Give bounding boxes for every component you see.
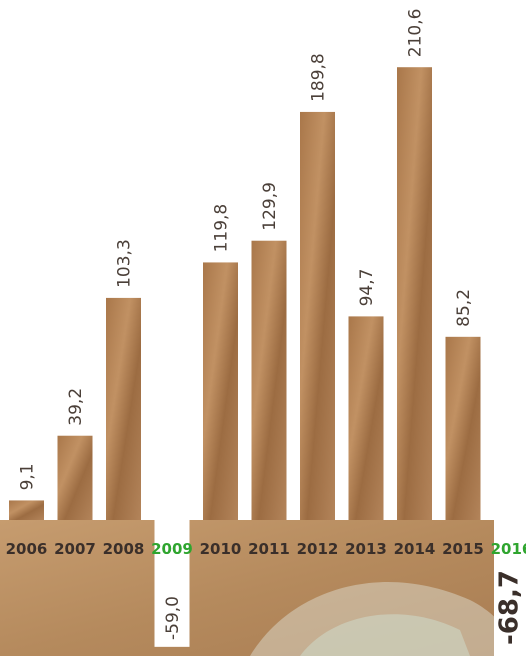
bar-2007 — [57, 435, 93, 520]
bar-2009 — [154, 520, 190, 647]
value-label-2010: 119,8 — [212, 204, 232, 253]
bar-2012 — [300, 111, 335, 521]
year-label-2016: 2016 — [491, 540, 526, 558]
bar-2010 — [203, 262, 238, 520]
year-label-2013: 2013 — [345, 540, 387, 558]
panel-swirl-2 — [300, 614, 470, 656]
year-label-2012: 2012 — [297, 540, 339, 558]
year-label-2014: 2014 — [394, 540, 436, 558]
bar-2006 — [9, 500, 44, 520]
value-label-2015: 85,2 — [454, 289, 474, 327]
year-label-2008: 2008 — [103, 540, 145, 558]
value-label-2007: 39,2 — [66, 388, 86, 426]
year-label-2009: 2009 — [151, 540, 193, 558]
bar-2011 — [251, 240, 287, 520]
year-label-2007: 2007 — [54, 540, 96, 558]
value-label-2012: 189,8 — [309, 53, 329, 102]
bar-2014 — [397, 67, 432, 521]
value-label-2014: 210,6 — [406, 9, 426, 58]
value-label-2016: -68,7 — [495, 570, 525, 645]
value-label-2009: -59,0 — [163, 596, 183, 640]
year-label-2010: 2010 — [200, 540, 242, 558]
value-label-2008: 103,3 — [115, 239, 135, 288]
year-label-2006: 2006 — [6, 540, 48, 558]
year-label-2015: 2015 — [442, 540, 484, 558]
value-label-2013: 94,7 — [357, 269, 377, 307]
bar-2013 — [348, 316, 384, 520]
value-label-2006: 9,1 — [18, 463, 38, 490]
bar-2016 — [494, 520, 526, 656]
year-label-2011: 2011 — [248, 540, 290, 558]
value-label-2011: 129,9 — [260, 182, 280, 231]
bar-2015 — [445, 336, 481, 520]
bar-2008 — [106, 297, 141, 520]
